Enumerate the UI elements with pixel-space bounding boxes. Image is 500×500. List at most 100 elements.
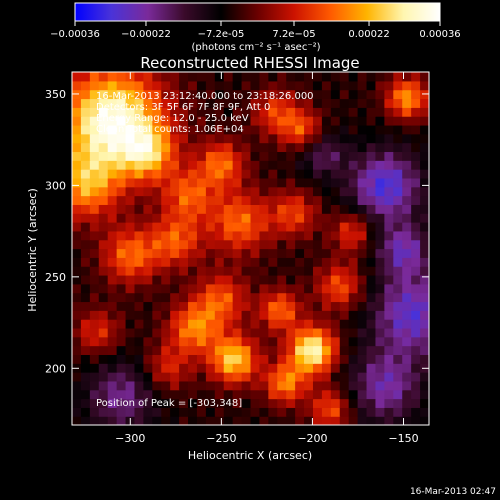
heatmap-cell: [161, 204, 171, 214]
heatmap-cell: [161, 230, 171, 241]
heatmap-cell: [366, 283, 377, 294]
heatmap-cell: [214, 248, 225, 258]
heatmap-cell: [384, 416, 394, 425]
heatmap-cell: [268, 398, 278, 408]
heatmap-cell: [72, 319, 82, 329]
heatmap-cell: [312, 363, 323, 373]
heatmap-cell: [321, 389, 332, 400]
heatmap-cell: [330, 274, 341, 285]
heatmap-cell: [402, 398, 412, 408]
heatmap-cell: [339, 151, 350, 161]
heatmap-cell: [312, 169, 323, 179]
heatmap-cell: [277, 301, 287, 311]
heatmap-cell: [312, 239, 323, 250]
heatmap-cell: [188, 257, 198, 267]
heatmap-cell: [98, 177, 109, 188]
heatmap-cell: [80, 301, 91, 311]
heatmap-cell: [402, 345, 412, 355]
heatmap-cell: [312, 327, 323, 338]
heatmap-cell: [80, 72, 91, 82]
heatmap-cell: [304, 336, 314, 347]
heatmap-cell: [188, 239, 198, 250]
heatmap-cell: [348, 292, 359, 303]
heatmap-cell: [196, 72, 207, 82]
heatmap-cell: [277, 142, 287, 153]
heatmap-cell: [250, 204, 261, 214]
heatmap-cell: [241, 177, 252, 188]
heatmap-cell: [411, 72, 421, 82]
heatmap-cell: [152, 266, 162, 276]
heatmap-cell: [188, 310, 198, 320]
heatmap-cell: [161, 319, 171, 329]
heatmap-cell: [402, 266, 412, 276]
heatmap-cell: [152, 169, 162, 179]
heatmap-cell: [286, 301, 296, 311]
heatmap-cell: [143, 142, 153, 153]
heatmap-cell: [321, 292, 332, 303]
heatmap-cell: [205, 336, 216, 347]
heatmap-cell: [72, 274, 82, 285]
heatmap-cell: [241, 327, 252, 338]
heatmap-cell: [420, 398, 429, 408]
heatmap-cell: [339, 89, 350, 100]
heatmap-cell: [420, 124, 429, 135]
heatmap-cell: [80, 283, 91, 294]
heatmap-cell: [107, 98, 118, 108]
heatmap-cell: [393, 354, 403, 364]
heatmap-cell: [241, 151, 252, 161]
heatmap-cell: [268, 274, 278, 285]
y-axis-label: Heliocentric Y (arcsec): [26, 188, 39, 312]
heatmap-cell: [330, 186, 341, 197]
heatmap-cell: [98, 98, 109, 108]
heatmap-cell: [134, 398, 145, 408]
heatmap-cell: [125, 124, 136, 135]
heatmap-cell: [179, 257, 189, 267]
heatmap-cell: [402, 116, 412, 126]
heatmap-cell: [411, 116, 421, 126]
heatmap-cell: [384, 266, 394, 276]
heatmap-cell: [107, 336, 118, 347]
heatmap-cell: [295, 169, 305, 179]
heatmap-cell: [188, 292, 198, 303]
heatmap-cell: [366, 116, 377, 126]
heatmap-cell: [89, 72, 100, 82]
heatmap-cell: [375, 107, 385, 117]
heatmap-cell: [295, 160, 305, 170]
heatmap-cell: [321, 283, 332, 294]
heatmap-cell: [134, 124, 145, 135]
heatmap-cell: [420, 248, 429, 258]
heatmap-cell: [107, 89, 118, 100]
heatmap-cell: [241, 116, 252, 126]
heatmap-cell: [312, 407, 323, 417]
heatmap-cell: [80, 257, 91, 267]
heatmap-cell: [402, 169, 412, 179]
heatmap-cell: [259, 124, 269, 135]
heatmap-cell: [72, 177, 82, 188]
heatmap-cell: [161, 169, 171, 179]
heatmap-cell: [205, 345, 216, 355]
heatmap-cell: [420, 160, 429, 170]
heatmap-cell: [170, 177, 180, 188]
heatmap-cell: [98, 407, 109, 417]
heatmap-cell: [259, 372, 269, 382]
heatmap-cell: [143, 248, 153, 258]
heatmap-cell: [214, 213, 225, 223]
heatmap-cell: [152, 274, 162, 285]
heatmap-cell: [321, 213, 332, 223]
heatmap-cell: [339, 72, 350, 82]
heatmap-cell: [402, 389, 412, 400]
heatmap-cell: [152, 407, 162, 417]
heatmap-cell: [232, 301, 243, 311]
heatmap-cell: [161, 186, 171, 197]
heatmap-cell: [312, 124, 323, 135]
heatmap-cell: [125, 222, 136, 232]
heatmap-cell: [277, 248, 287, 258]
heatmap-cell: [98, 248, 109, 258]
heatmap-cell: [89, 239, 100, 250]
heatmap-cell: [72, 336, 82, 347]
heatmap-cell: [214, 222, 225, 232]
heatmap-cell: [134, 248, 145, 258]
heatmap-cell: [72, 116, 82, 126]
heatmap-cell: [80, 204, 91, 214]
heatmap-cell: [321, 195, 332, 205]
